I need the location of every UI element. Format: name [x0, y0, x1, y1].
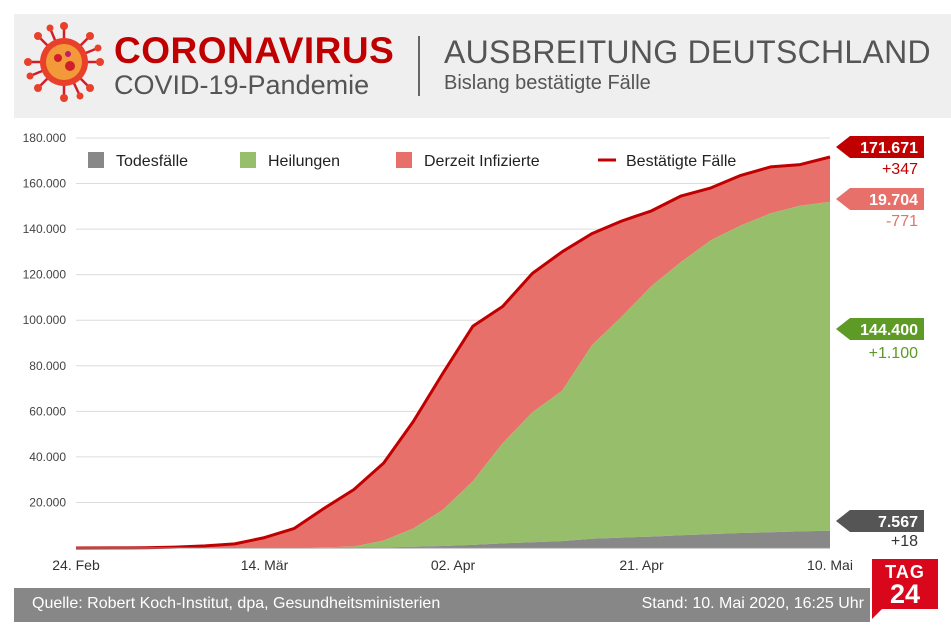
callout-box: [836, 318, 924, 340]
callout-change: -771: [886, 213, 918, 230]
callout-box: [836, 510, 924, 532]
logo-line1: TAG: [885, 562, 925, 582]
confirmed-line: [75, 155, 831, 550]
x-tick-label: 21. Apr: [619, 557, 664, 573]
area-chart: 20.000 40.000 60.000 80.000 100.000 120.000 14…: [23, 131, 924, 573]
right-title: AUSBREITUNG DEUTSCHLAND: [444, 34, 931, 70]
callout-box: [836, 136, 924, 158]
timestamp: Stand: 10. Mai 2020, 16:25 Uhr: [641, 595, 864, 612]
callout-value: 19.704: [869, 192, 918, 209]
legend-swatch: [88, 152, 104, 168]
callout-value: 7.567: [878, 514, 918, 531]
y-tick-label: 60.000: [29, 404, 66, 418]
logo-line2: 24: [889, 579, 921, 609]
x-tick-label: 14. Mär: [241, 557, 289, 573]
y-tick-label: 100.000: [23, 313, 67, 327]
y-tick-label: 80.000: [29, 359, 66, 373]
deaths-area: [76, 530, 830, 548]
y-tick-label: 140.000: [23, 222, 67, 236]
callout-change: +1.100: [869, 345, 918, 362]
callout-change: +18: [891, 533, 918, 550]
callout-value: 144.400: [860, 322, 918, 339]
legend-swatch: [240, 152, 256, 168]
right-subtitle: Bislang bestätigte Fälle: [444, 72, 651, 94]
title: CORONAVIRUS: [114, 30, 395, 71]
legend-label: Derzeit Infizierte: [424, 153, 540, 170]
legend-label: Bestätigte Fälle: [626, 153, 736, 170]
recovered-area: [76, 201, 830, 548]
callout-change: +347: [882, 161, 918, 178]
legend-label: Heilungen: [268, 153, 340, 170]
x-tick-label: 10. Mai: [807, 557, 853, 573]
legend-label: Todesfälle: [116, 153, 188, 170]
footer: Quelle: Robert Koch-Institut, dpa, Gesun…: [14, 588, 870, 622]
logo-tip: [872, 609, 882, 619]
coronavirus-icon: [24, 22, 104, 102]
callout-box: [836, 188, 924, 210]
header: CORONAVIRUS COVID-19-Pandemie AUSBREITUN…: [14, 14, 951, 118]
y-tick-label: 20.000: [29, 495, 66, 509]
source-note: Quelle: Robert Koch-Institut, dpa, Gesun…: [32, 595, 441, 612]
y-tick-label: 160.000: [23, 177, 67, 191]
infected-area: [76, 157, 830, 548]
y-tick-label: 40.000: [29, 450, 66, 464]
callout-value: 171.671: [860, 140, 918, 157]
y-tick-label: 180.000: [23, 131, 67, 145]
y-tick-label: 120.000: [23, 268, 67, 282]
x-tick-label: 02. Apr: [431, 557, 476, 573]
legend-swatch: [396, 152, 412, 168]
x-tick-label: 24. Feb: [52, 557, 100, 573]
title-divider: [418, 36, 420, 96]
tag24-logo: TAG 24: [872, 559, 938, 609]
subtitle: COVID-19-Pandemie: [114, 70, 370, 100]
